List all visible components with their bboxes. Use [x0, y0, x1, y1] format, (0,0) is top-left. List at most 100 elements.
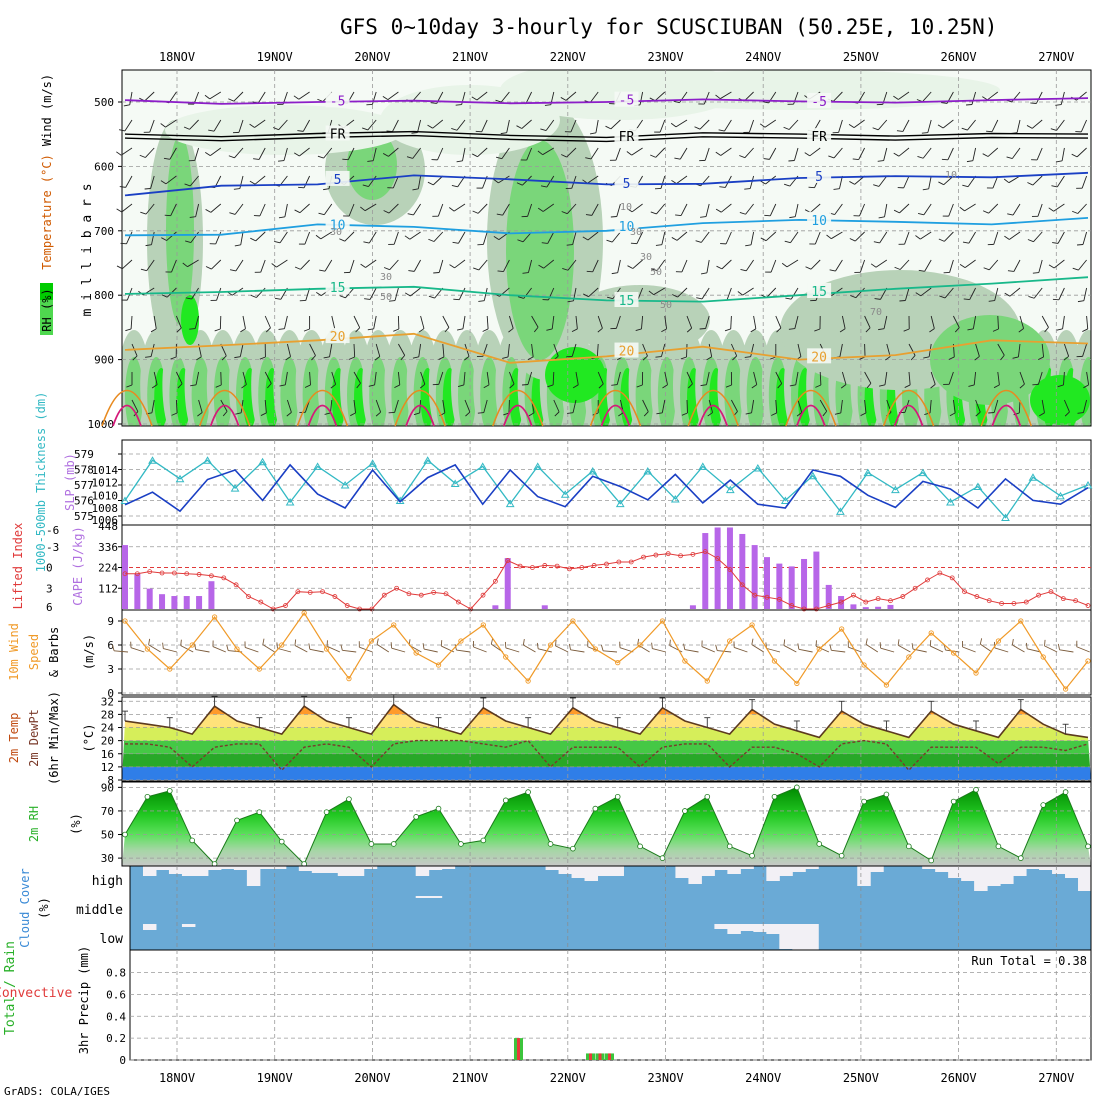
- contour-label-bg: [325, 125, 350, 141]
- wind-barb: [234, 203, 244, 215]
- wind-barb: [116, 265, 123, 270]
- wind-barb: [585, 157, 592, 160]
- li-point: [1011, 601, 1017, 606]
- wind-barb: [235, 412, 242, 415]
- wind-barb: [394, 287, 399, 301]
- wind-axis-label-2: Speed: [27, 634, 41, 670]
- li-point: [641, 554, 646, 560]
- wind-barb: [664, 371, 668, 385]
- wind-barb: [1037, 356, 1044, 361]
- wind-barb: [383, 210, 390, 214]
- cloud-high-bar: [857, 866, 871, 886]
- wind-barb: [239, 175, 244, 189]
- wind-barb: [575, 315, 578, 329]
- wind-barb: [442, 343, 445, 357]
- wind-barb: [122, 259, 133, 270]
- wind-barb: [222, 411, 228, 417]
- cloud-high-bar: [272, 866, 287, 869]
- cape-bar: [504, 558, 511, 609]
- wind-speed-point: [1085, 658, 1091, 664]
- wind-barb: [1082, 343, 1088, 357]
- precip-legend-total: Total / Rain: [3, 941, 18, 1035]
- wind-barb: [185, 297, 192, 300]
- wind-barb: [822, 410, 828, 417]
- li-point: [690, 551, 696, 557]
- cloud-low-bar: [805, 924, 819, 950]
- thickness-point: [780, 496, 790, 504]
- wind-speed-point: [995, 638, 1002, 644]
- wind-barb: [331, 371, 337, 385]
- rh-contour-label: 30: [640, 252, 652, 263]
- wind-barb: [410, 287, 421, 297]
- wind-barb: [790, 287, 799, 300]
- thickness-point: [643, 467, 653, 475]
- wind-speed-point: [189, 642, 195, 648]
- wind-barb: [1017, 343, 1021, 357]
- wind-barb: [279, 384, 286, 387]
- rh-point: [122, 831, 128, 838]
- rh-point: [458, 841, 464, 847]
- wind-barb: [360, 263, 366, 268]
- wind-barb: [983, 267, 990, 271]
- rh-point: [413, 814, 419, 820]
- precip-legend-convective: Convective: [0, 986, 72, 1001]
- wind-barb: [675, 119, 688, 128]
- wind-barb: [903, 328, 910, 332]
- wind-barb: [924, 259, 932, 272]
- wind-barb: [929, 328, 935, 333]
- cloud-high-bar: [298, 866, 313, 871]
- wind-barb: [216, 287, 222, 301]
- wind-barb: [967, 328, 974, 331]
- wind-barb: [708, 343, 713, 357]
- wind-barb: [183, 126, 190, 130]
- wind-barb: [783, 126, 790, 130]
- wind-barb: [1007, 270, 1014, 272]
- wind-barb: [1027, 239, 1034, 243]
- rh-tick-label: 90: [101, 781, 114, 794]
- wind-barb: [948, 203, 954, 217]
- contour-label-bg: [325, 278, 350, 294]
- wind-barb: [452, 241, 459, 244]
- wind-barb: [437, 203, 444, 217]
- contour-label-bg: [807, 348, 832, 364]
- wind-barb: [373, 315, 377, 329]
- li-point: [912, 585, 918, 591]
- wind-barb: [349, 356, 355, 360]
- wind-barb: [831, 231, 843, 240]
- wind-barb: [770, 259, 777, 273]
- bottom-date-label: 20NOV: [354, 1071, 390, 1085]
- wind-barb: [165, 119, 177, 128]
- wind-barb: [878, 175, 888, 187]
- wind-barb: [707, 412, 713, 417]
- precip-convective-bar: [517, 1038, 520, 1060]
- wind-barb: [700, 216, 707, 218]
- wind-barb: [1052, 242, 1059, 244]
- wind-barb: [922, 147, 932, 159]
- wind-barb: [527, 203, 533, 217]
- wind-barb: [797, 643, 800, 650]
- wind-barb: [294, 639, 297, 646]
- wind-speed-point: [547, 642, 554, 648]
- li-point: [851, 592, 856, 598]
- wind-barb: [190, 231, 199, 243]
- cloud-high-bar: [688, 866, 702, 884]
- li-point: [900, 594, 906, 599]
- wind-barb: [502, 356, 509, 359]
- wind-barb: [392, 119, 399, 132]
- cloud-high-bar: [766, 866, 780, 881]
- wind-barb: [355, 327, 361, 333]
- rh-2m-panel: 30 50 70 90 2m RH (%): [27, 781, 1092, 867]
- wind-barb: [899, 203, 910, 214]
- wind-barb: [497, 270, 504, 273]
- rh-point: [995, 843, 1002, 850]
- wind-barb: [626, 151, 632, 156]
- li-point: [270, 606, 276, 612]
- rh-area: [570, 285, 710, 355]
- rh-contour-label: 30: [330, 227, 342, 238]
- wind-barb: [245, 647, 259, 653]
- li-point: [418, 592, 424, 598]
- wind-barb: [582, 236, 589, 241]
- wind-barb: [669, 639, 671, 646]
- rh-contour-label: 70: [870, 307, 882, 318]
- wind-speed-point: [211, 614, 218, 620]
